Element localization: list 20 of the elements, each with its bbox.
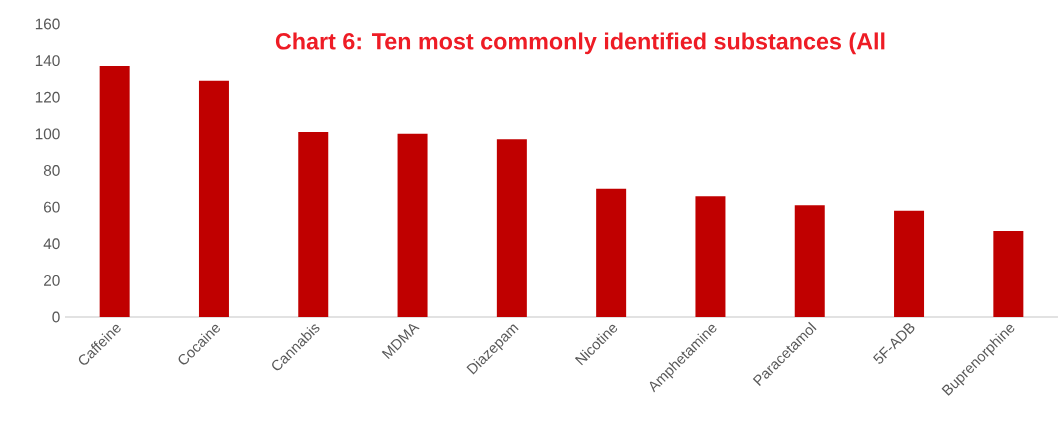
- y-tick-label: 40: [43, 238, 60, 250]
- y-tick-label: 0: [52, 311, 60, 323]
- bar: [993, 230, 1024, 317]
- bar: [496, 139, 527, 317]
- y-tick-label: 160: [35, 18, 60, 30]
- bar: [99, 66, 130, 317]
- bar: [894, 210, 925, 317]
- y-tick-label: 80: [43, 165, 60, 176]
- chart-title: Chart 6: Ten most commonly identified substances (All: [275, 32, 885, 55]
- y-tick-label: 120: [35, 91, 60, 103]
- bar: [397, 133, 428, 317]
- bar: [596, 188, 627, 317]
- bar: [198, 80, 229, 317]
- bar: [298, 132, 329, 317]
- y-tick-label: 20: [44, 274, 60, 286]
- y-tick-label: 60: [44, 201, 60, 213]
- bar: [695, 196, 726, 317]
- bar: [794, 205, 825, 317]
- y-tick-label: 140: [35, 55, 60, 67]
- y-tick-label: 100: [35, 128, 60, 140]
